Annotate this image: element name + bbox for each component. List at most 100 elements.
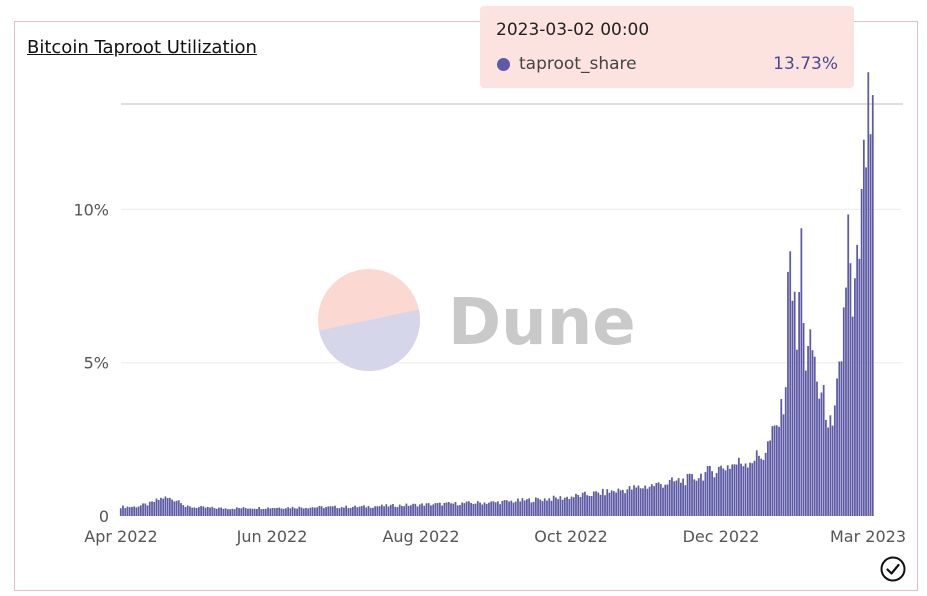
bar	[213, 508, 216, 516]
bar	[338, 508, 341, 516]
bar	[191, 507, 194, 516]
bar	[432, 504, 435, 516]
bar	[309, 507, 312, 516]
grid-lines	[121, 103, 903, 364]
bar	[856, 244, 859, 516]
bar	[144, 503, 147, 516]
bar	[447, 502, 450, 516]
bar	[543, 498, 546, 516]
bar	[287, 507, 290, 516]
bar	[588, 495, 591, 516]
bar	[849, 263, 852, 516]
y-tick-label: 10%	[73, 200, 109, 219]
bar	[414, 503, 417, 516]
bar	[492, 501, 495, 516]
bar	[186, 505, 189, 516]
bar	[630, 489, 633, 516]
chart-title[interactable]: Bitcoin Taproot Utilization	[27, 37, 257, 58]
series-dot-icon	[497, 57, 510, 71]
bar	[572, 497, 575, 516]
bar	[548, 498, 551, 516]
bar	[512, 502, 515, 516]
bar	[508, 501, 510, 516]
bar	[247, 508, 249, 516]
bar	[307, 508, 310, 516]
bar	[314, 507, 316, 516]
bar	[724, 470, 727, 516]
bar	[782, 414, 785, 516]
bar	[434, 503, 437, 516]
bar	[153, 501, 156, 516]
bar	[528, 498, 531, 516]
bar	[575, 493, 577, 516]
bar	[793, 291, 796, 516]
bar	[838, 361, 841, 516]
bar	[334, 505, 336, 516]
bar	[697, 478, 700, 516]
bar	[175, 500, 178, 516]
bar	[267, 507, 269, 516]
bar	[720, 465, 722, 516]
bar	[695, 480, 698, 516]
x-tick-label: Oct 2022	[534, 527, 607, 546]
bar	[122, 505, 124, 516]
bar	[385, 504, 388, 516]
bar	[168, 497, 171, 516]
bar	[193, 507, 196, 516]
bar	[534, 497, 537, 516]
bar	[171, 499, 173, 516]
bar	[613, 491, 615, 516]
bar	[325, 507, 327, 516]
bar	[537, 498, 539, 516]
bar	[396, 507, 399, 516]
bar	[349, 507, 352, 516]
bar	[423, 505, 426, 516]
bar	[235, 507, 238, 516]
bar	[771, 426, 774, 516]
bar	[731, 464, 734, 516]
bar	[610, 490, 613, 516]
bar	[711, 471, 713, 516]
bar	[209, 507, 211, 516]
bar	[322, 508, 325, 516]
bar	[443, 503, 446, 516]
bar	[599, 494, 602, 516]
bar	[871, 95, 874, 516]
bar	[836, 378, 838, 516]
bar	[278, 507, 281, 516]
bar	[293, 508, 296, 516]
bar	[590, 496, 593, 516]
bar	[276, 507, 278, 516]
bar	[280, 508, 283, 516]
bar	[514, 501, 517, 516]
bar	[142, 503, 144, 516]
bar	[760, 458, 763, 516]
bar	[546, 500, 548, 516]
bar	[354, 505, 356, 516]
bar	[376, 506, 379, 516]
bar	[124, 508, 127, 516]
bar	[615, 492, 618, 516]
bar	[133, 506, 136, 516]
bar	[215, 508, 218, 516]
bar	[369, 507, 372, 516]
bar	[530, 502, 533, 516]
bar	[738, 457, 740, 516]
bar	[224, 508, 227, 516]
bar	[561, 499, 564, 516]
bar	[249, 508, 252, 516]
bar	[220, 507, 223, 516]
bar	[481, 504, 484, 516]
bar	[173, 501, 176, 516]
check-circle-icon[interactable]	[880, 556, 906, 582]
bar	[430, 505, 432, 516]
bar	[427, 503, 430, 516]
bar	[157, 499, 160, 516]
bar	[847, 214, 850, 517]
bar	[604, 495, 606, 516]
bar	[865, 167, 867, 516]
bar	[713, 477, 716, 516]
bar	[584, 491, 586, 516]
bar	[128, 507, 131, 516]
bar	[329, 506, 332, 516]
